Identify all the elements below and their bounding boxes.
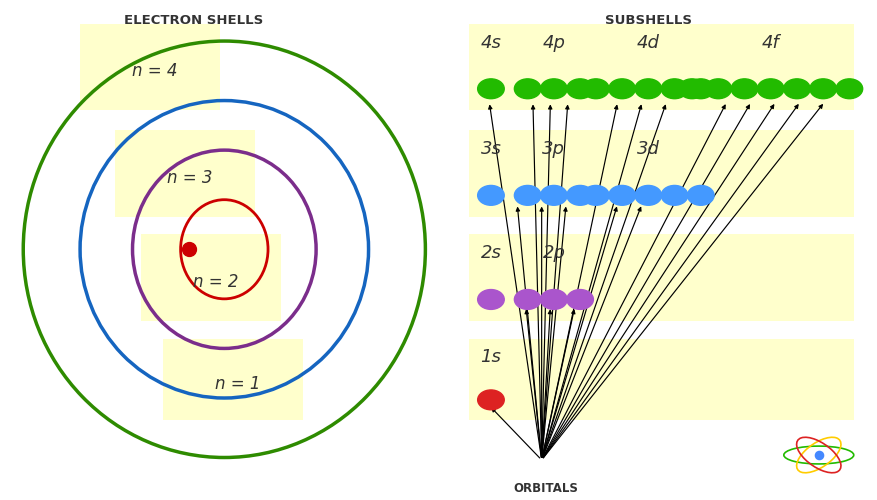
Ellipse shape [567,290,594,310]
Ellipse shape [661,79,688,98]
Text: SUBSHELLS: SUBSHELLS [605,14,692,27]
FancyBboxPatch shape [469,24,853,110]
Ellipse shape [478,290,504,310]
Ellipse shape [478,186,504,206]
Ellipse shape [809,79,837,98]
Text: 3s: 3s [481,140,502,158]
Ellipse shape [679,79,705,98]
Text: 3d: 3d [637,140,660,158]
Text: 4s: 4s [481,34,502,52]
Ellipse shape [758,79,784,98]
Text: 2s: 2s [481,244,502,262]
FancyBboxPatch shape [141,234,282,321]
Text: n = 2: n = 2 [193,273,239,291]
FancyBboxPatch shape [80,24,220,110]
Ellipse shape [784,79,810,98]
Ellipse shape [582,79,610,98]
Ellipse shape [731,79,758,98]
FancyBboxPatch shape [115,130,255,217]
Ellipse shape [515,79,541,98]
Ellipse shape [540,290,567,310]
Text: 4d: 4d [637,34,660,52]
Text: n = 1: n = 1 [215,374,260,392]
Ellipse shape [705,79,731,98]
Ellipse shape [635,79,661,98]
FancyBboxPatch shape [469,234,853,321]
Ellipse shape [478,79,504,98]
Ellipse shape [515,186,541,206]
Point [812,451,826,459]
Ellipse shape [515,290,541,310]
Text: n = 3: n = 3 [167,169,212,187]
Ellipse shape [688,186,714,206]
Point [182,246,196,254]
Ellipse shape [609,186,635,206]
Text: ELECTRON SHELLS: ELECTRON SHELLS [124,14,263,27]
Text: 2p: 2p [543,244,566,262]
Text: 4p: 4p [543,34,566,52]
Ellipse shape [567,186,594,206]
Ellipse shape [661,186,688,206]
Text: 3p: 3p [543,140,566,158]
Ellipse shape [609,79,635,98]
Ellipse shape [478,390,504,410]
Text: n = 4: n = 4 [132,62,177,80]
FancyBboxPatch shape [469,130,853,217]
Ellipse shape [836,79,863,98]
Text: 1s: 1s [481,348,502,366]
Ellipse shape [567,79,594,98]
FancyBboxPatch shape [163,338,303,420]
Text: ORBITALS: ORBITALS [514,482,579,496]
FancyBboxPatch shape [469,338,853,420]
Ellipse shape [582,186,610,206]
Ellipse shape [540,186,567,206]
Text: 4f: 4f [762,34,780,52]
Ellipse shape [540,79,567,98]
Ellipse shape [635,186,661,206]
Ellipse shape [688,79,714,98]
